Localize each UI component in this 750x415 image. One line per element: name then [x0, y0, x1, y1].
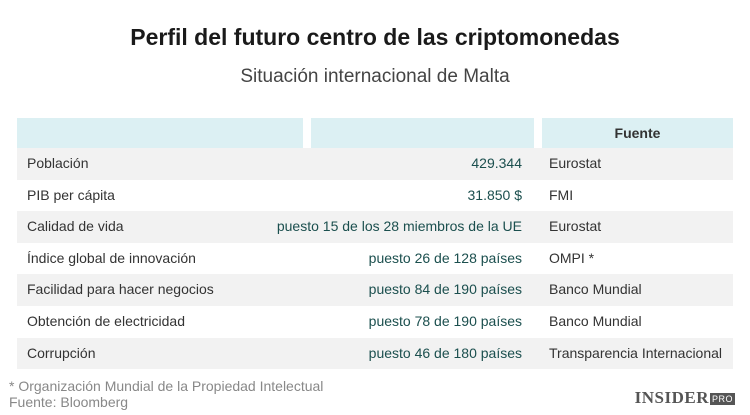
footnote-note: * Organización Mundial de la Propiedad I… — [9, 378, 324, 394]
row-label: Obtención de electricidad — [27, 312, 185, 329]
row-source: Eurostat — [549, 155, 602, 171]
row-source: Banco Mundial — [549, 312, 642, 329]
row-source: Eurostat — [549, 218, 602, 235]
row-value: puesto 15 de los 28 miembros de la UE — [276, 218, 522, 235]
header-cell-value — [311, 118, 534, 148]
table-header: Fuente — [17, 118, 733, 148]
table-row: Obtención de electricidad puesto 78 de 1… — [17, 306, 733, 338]
row-label: Facilidad para hacer negocios — [27, 281, 214, 298]
table-row: Calidad de vida puesto 15 de los 28 miem… — [17, 211, 733, 243]
page-subtitle: Situación internacional de Malta — [240, 66, 510, 87]
table-row: PIB per cápita 31.850 $ FMI — [17, 180, 733, 212]
row-value: puesto 84 de 190 países — [368, 281, 522, 298]
row-source: Banco Mundial — [549, 281, 642, 298]
row-label: Población — [27, 155, 89, 171]
table-row: Población 429.344 Eurostat — [17, 148, 733, 180]
row-source: OMPI * — [549, 249, 595, 266]
row-source: Transparencia Internacional — [549, 344, 723, 361]
row-value: puesto 78 de 190 países — [368, 312, 522, 329]
logo-pro: PRO — [709, 393, 735, 406]
logo-main: INSIDER — [634, 388, 709, 407]
row-label: PIB per cápita — [27, 186, 115, 203]
table-row: Facilidad para hacer negocios puesto 84 … — [17, 274, 733, 306]
row-value: 31.850 $ — [467, 186, 523, 203]
row-label: Índice global de innovación — [27, 249, 196, 266]
table-row: Corrupción puesto 46 de 180 países Trans… — [17, 337, 733, 370]
table-row: Índice global de innovación puesto 26 de… — [17, 243, 733, 275]
page-title: Perfil del futuro centro de las criptomo… — [130, 24, 620, 50]
table-body: Población 429.344 Eurostat PIB per cápit… — [17, 148, 733, 370]
footnote: * Organización Mundial de la Propiedad I… — [9, 378, 323, 410]
row-label: Corrupción — [27, 344, 96, 361]
insider-pro-logo: INSIDER PRO — [635, 388, 735, 408]
row-value: puesto 26 de 128 países — [368, 249, 522, 266]
footnote-source: Fuente: Bloomberg — [9, 394, 129, 410]
row-label: Calidad de vida — [27, 218, 124, 235]
row-value: 429.344 — [471, 155, 522, 171]
row-value: puesto 46 de 180 países — [368, 344, 522, 361]
header-cell-label — [17, 118, 303, 148]
header-cell-source: Fuente — [542, 118, 733, 148]
row-source: FMI — [549, 186, 574, 203]
